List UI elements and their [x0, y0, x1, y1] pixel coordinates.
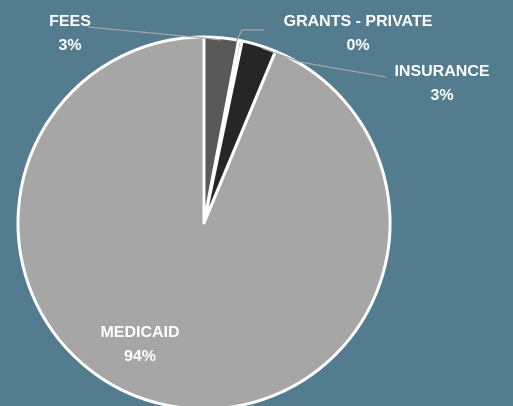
label-grants-private-value: 0%	[346, 37, 369, 54]
leader-line-fees	[87, 26, 222, 41]
leader-line-insurance	[261, 47, 387, 78]
label-insurance-name: INSURANCE	[394, 63, 489, 80]
label-grants-private-name: GRANTS - PRIVATE	[284, 13, 433, 30]
pie-slices	[16, 35, 392, 406]
slice-labels: FEES 3% GRANTS - PRIVATE 0% INSURANCE 3%…	[49, 13, 490, 365]
label-medicaid-name: MEDICAID	[100, 324, 179, 341]
pie-slice-medicaid	[16, 35, 392, 406]
label-fees-value: 3%	[58, 37, 81, 54]
label-insurance-value: 3%	[430, 87, 453, 104]
leader-lines	[87, 26, 387, 78]
label-fees-name: FEES	[49, 13, 91, 30]
label-medicaid-value: 94%	[124, 348, 156, 365]
leader-line-grants-private	[235, 29, 264, 43]
